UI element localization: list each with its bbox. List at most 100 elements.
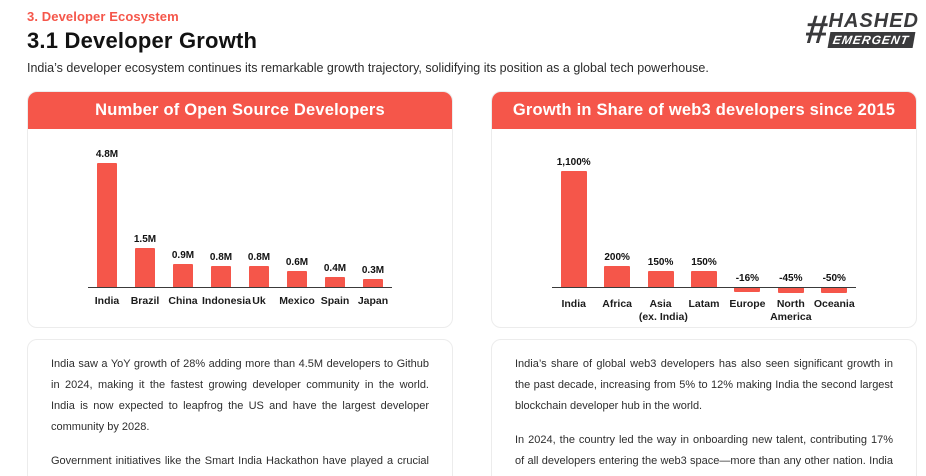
bar-value-label: -16% [735,273,760,284]
panels-row: Number of Open Source Developers 4.8M 1.5… [0,91,926,476]
paragraph: India’s share of global web3 developers … [515,358,893,412]
category-label: Africa [602,298,633,310]
bar-value-label: 0.8M [247,252,271,263]
logo-hashed-text: HASHED [828,10,919,32]
chart-header-bar: Growth in Share of web3 developers since… [492,92,916,129]
bar-column: -45% [769,129,812,287]
bar-column: 200% [595,129,638,287]
bar-value-label: 150% [691,257,717,268]
negative-bar-column [639,288,682,297]
paragraph: Government initiatives like the Smart In… [51,455,429,467]
negative-bar-column [202,288,240,294]
category-label: Mexico [279,295,315,307]
bar-column: 0.8M [240,129,278,287]
category-label: Spain [320,295,350,307]
bar [287,271,307,287]
negative-bar-column [813,288,856,297]
bar [363,279,383,287]
category-label: Brazil [130,295,160,307]
panel-open-source-developers: Number of Open Source Developers 4.8M 1.5… [27,91,453,476]
bar-value-label: 0.9M [171,250,195,261]
negative-bar-column [726,288,769,297]
logo-wordmark: HASHED EMERGENT [827,10,919,48]
bar-column: 1.5M [126,129,164,287]
chart-title: Number of Open Source Developers [95,101,385,119]
category-label: China [168,295,198,307]
web3-growth-chart-card: Growth in Share of web3 developers since… [491,91,917,328]
bar [211,266,231,287]
bar-value-label: -50% [822,273,846,284]
bar [135,248,155,287]
chart-category-axis: India Brazil China Indonesia Uk Mexico Spain Ja… [88,294,392,308]
category-label: Latam [688,298,720,310]
bar-column: 0.4M [316,129,354,287]
negative-bar [821,288,848,293]
bar-value-label: 0.6M [285,257,309,268]
chart-plot-area: 1,100% 200% 150% 150% -16% -45% -50% [552,129,856,288]
bar [325,277,345,287]
bar-chart: 4.8M 1.5M 0.9M 0.8M 0.8M 0.6M 0.4M 0.3M India Br… [28,129,452,327]
category-label: Indonesia [202,295,252,307]
bar [560,171,587,287]
negative-bar-column [769,288,812,297]
bar-value-label: 0.3M [361,265,385,276]
bar-column: 0.9M [164,129,202,287]
negative-bar-column [552,288,595,297]
hash-icon: # [803,7,830,52]
bar [647,271,674,287]
page-subtitle: India’s developer ecosystem continues it… [27,61,709,75]
bar-value-label: 0.8M [209,252,233,263]
page-header: 3. Developer Ecosystem 3.1 Developer Gro… [0,0,926,76]
bar-column: 0.8M [202,129,240,287]
negative-bar [777,288,804,293]
negative-bar-column [88,288,126,294]
hashed-emergent-logo: # HASHED EMERGENT [803,7,919,52]
bar [690,271,717,287]
bar-value-label: -45% [779,273,803,284]
bar-value-label: 0.4M [323,263,347,274]
bar-column: -16% [726,129,769,287]
category-label: Japan [357,295,389,307]
page-title: 3.1 Developer Growth [27,28,258,53]
bar-chart: 1,100% 200% 150% 150% -16% -45% -50% India Afri… [492,129,916,327]
bar-column: 4.8M [88,129,126,287]
category-label: India [94,295,120,307]
chart-title: Growth in Share of web3 developers since… [512,101,896,119]
negative-bar-column [278,288,316,294]
category-label: North America [770,298,812,324]
category-label: India [561,298,586,310]
negative-bar [734,288,761,292]
negative-bar-column [316,288,354,294]
bar-value-label: 4.8M [95,149,119,160]
chart-header-bar: Number of Open Source Developers [28,92,452,129]
category-label: Uk [252,295,266,307]
bar-value-label: 1,100% [556,157,591,168]
negative-bar-column [240,288,278,294]
bar [97,163,117,287]
web3-growth-text-card: India’s share of global web3 developers … [491,339,917,476]
chart-plot-area: 4.8M 1.5M 0.9M 0.8M 0.8M 0.6M 0.4M 0.3M [88,129,392,288]
bar-column: 0.3M [354,129,392,287]
bar-column: 1,100% [552,129,595,287]
negative-bar-column [354,288,392,294]
bar-column: 150% [639,129,682,287]
open-source-developers-chart-card: Number of Open Source Developers 4.8M 1.5… [27,91,453,328]
chart-category-axis: India Africa Asia (ex. India) Latam Europe Nor… [552,297,856,324]
bar-value-label: 200% [604,252,630,263]
paragraph: In 2024, the country led the way in onbo… [515,434,893,467]
section-label: 3. Developer Ecosystem [27,9,179,24]
category-label: Asia (ex. India) [638,298,688,324]
panel-web3-growth: Growth in Share of web3 developers since… [491,91,917,476]
chart-negative-area [88,288,392,294]
category-label: Oceania [813,298,855,310]
bar-column: 150% [682,129,725,287]
logo-emergent-text: EMERGENT [827,32,915,48]
bar-column: 0.6M [278,129,316,287]
category-label: Europe [729,298,766,310]
negative-bar-column [164,288,202,294]
negative-bar-column [126,288,164,294]
bar-value-label: 1.5M [133,234,157,245]
bar [604,266,631,287]
negative-bar-column [682,288,725,297]
chart-negative-area [552,288,856,297]
